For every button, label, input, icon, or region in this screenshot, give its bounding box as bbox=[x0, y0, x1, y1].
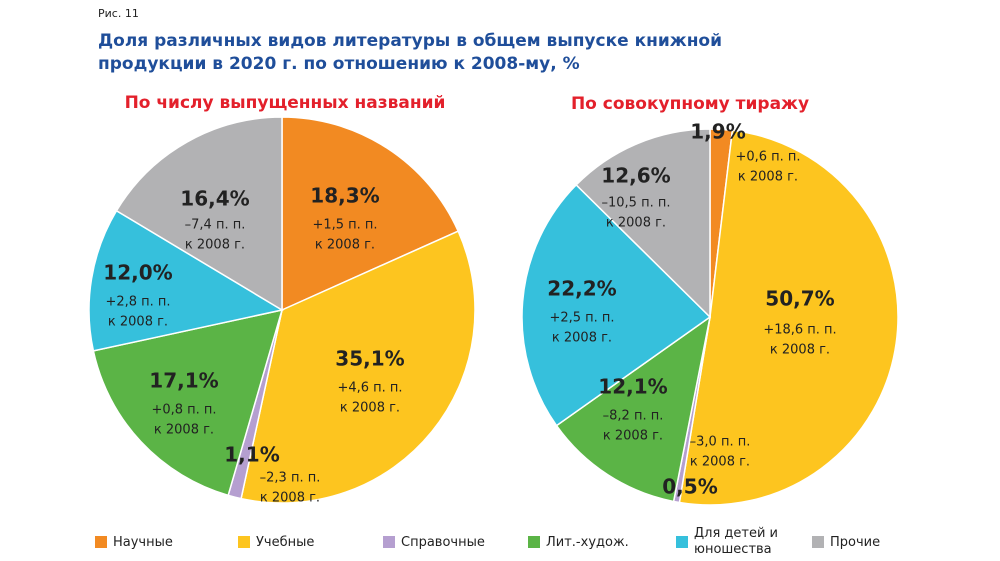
slice-annotation: к 2008 г. bbox=[770, 343, 830, 358]
title-line: продукции в 2020 г. по отношению к 2008-… bbox=[98, 54, 580, 74]
slice-annotation: к 2008 г. bbox=[340, 401, 400, 416]
legend-label: Для детей и юношества bbox=[694, 526, 779, 557]
slice-annotation: к 2008 г. bbox=[606, 216, 666, 231]
pie-slice bbox=[555, 315, 712, 503]
value-label: 18,3% bbox=[310, 184, 379, 208]
pie-slice bbox=[92, 309, 284, 497]
value-label: 50,7% bbox=[765, 287, 834, 311]
pie-slice bbox=[115, 116, 283, 312]
value-label: 1,1% bbox=[224, 443, 279, 467]
pie-slice bbox=[281, 116, 460, 312]
slice-annotation: к 2008 г. bbox=[603, 429, 663, 444]
slice-annotation: +2,8 п. п. bbox=[105, 295, 170, 310]
legend-label: Лит.-худож. bbox=[546, 535, 629, 550]
slice-annotation: к 2008 г. bbox=[260, 491, 320, 506]
legend-swatch bbox=[95, 536, 107, 548]
slice-annotation: +2,5 п. п. bbox=[549, 311, 614, 326]
slice-annotation: –10,5 п. п. bbox=[602, 196, 671, 211]
slice-annotation: к 2008 г. bbox=[738, 170, 798, 185]
legend-label: Прочие bbox=[830, 535, 881, 550]
pie-slice bbox=[575, 128, 711, 319]
slice-annotation: –7,4 п. п. bbox=[185, 218, 246, 233]
slice-annotation: –3,0 п. п. bbox=[690, 435, 751, 450]
chart-subtitle: По числу выпущенных названий bbox=[125, 93, 446, 113]
slice-annotation: к 2008 г. bbox=[552, 331, 612, 346]
slice-annotation: к 2008 г. bbox=[690, 455, 750, 470]
slice-annotation: +1,5 п. п. bbox=[312, 218, 377, 233]
chart-subtitle: По совокупному тиражу bbox=[571, 94, 809, 114]
legend-label: Научные bbox=[113, 535, 173, 550]
value-label: 12,0% bbox=[103, 261, 172, 285]
slice-annotation: к 2008 г. bbox=[108, 315, 168, 330]
figure-label: Рис. 11 bbox=[98, 7, 139, 20]
slice-annotation: к 2008 г. bbox=[154, 423, 214, 438]
legend-swatch bbox=[676, 536, 688, 548]
value-label: 22,2% bbox=[547, 277, 616, 301]
value-label: 1,9% bbox=[690, 120, 745, 144]
pie-slice bbox=[678, 129, 899, 506]
legend-swatch bbox=[238, 536, 250, 548]
slice-annotation: к 2008 г. bbox=[185, 238, 245, 253]
legend-swatch bbox=[528, 536, 540, 548]
title-line: Доля различных видов литературы в общем … bbox=[98, 31, 722, 51]
slice-annotation: +0,8 п. п. bbox=[151, 403, 216, 418]
value-label: 12,1% bbox=[598, 375, 667, 399]
legend-label: Учебные bbox=[256, 535, 315, 550]
slice-annotation: +18,6 п. п. bbox=[763, 323, 836, 338]
legend-swatch bbox=[812, 536, 824, 548]
value-label: 35,1% bbox=[335, 347, 404, 371]
value-label: 12,6% bbox=[601, 164, 670, 188]
slice-annotation: к 2008 г. bbox=[315, 238, 375, 253]
pie-slice bbox=[88, 209, 285, 352]
slice-annotation: +0,6 п. п. bbox=[735, 150, 800, 165]
pie-slice bbox=[240, 230, 476, 504]
pie-slice bbox=[521, 183, 712, 427]
legend-label: Справочные bbox=[401, 535, 485, 550]
legend-swatch bbox=[383, 536, 395, 548]
value-label: 17,1% bbox=[149, 369, 218, 393]
slice-annotation: –2,3 п. п. bbox=[260, 471, 321, 486]
slice-annotation: –8,2 п. п. bbox=[603, 409, 664, 424]
value-label: 0,5% bbox=[662, 475, 717, 499]
slice-annotation: +4,6 п. п. bbox=[337, 381, 402, 396]
value-label: 16,4% bbox=[180, 187, 249, 211]
